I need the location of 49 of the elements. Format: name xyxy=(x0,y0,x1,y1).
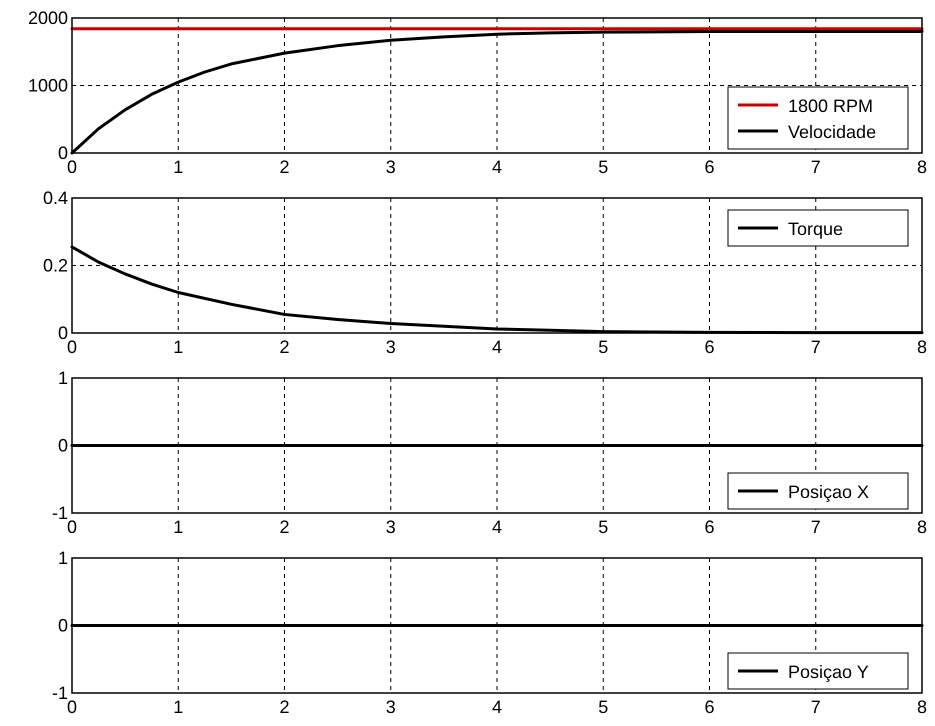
x-tick-label: 7 xyxy=(810,337,821,357)
x-tick-label: 5 xyxy=(598,157,608,177)
x-tick-label: 1 xyxy=(173,337,184,357)
x-tick-label: 6 xyxy=(704,517,715,537)
x-tick-label: 3 xyxy=(386,337,396,357)
x-tick-label: 4 xyxy=(492,337,502,357)
x-tick-label: 6 xyxy=(704,337,715,357)
y-tick-label: 0 xyxy=(58,323,68,343)
x-tick-label: 2 xyxy=(279,517,290,537)
y-tick-label: 0.4 xyxy=(42,188,68,208)
x-tick-label: 4 xyxy=(492,697,502,717)
x-tick-label: 1 xyxy=(173,697,184,717)
y-tick-label: 0 xyxy=(58,436,68,456)
y-tick-label: -1 xyxy=(52,683,68,703)
y-tick-label: 0 xyxy=(58,616,68,636)
x-tick-label: 4 xyxy=(492,157,502,177)
x-tick-label: 5 xyxy=(598,517,608,537)
x-tick-label: 5 xyxy=(598,337,608,357)
legend-label: Torque xyxy=(788,219,844,239)
x-tick-label: 8 xyxy=(916,517,928,537)
y-tick-label: 0.2 xyxy=(42,256,68,276)
x-tick-label: 3 xyxy=(386,517,396,537)
y-tick-label: 1000 xyxy=(28,76,68,96)
legend-label: Posiçao Y xyxy=(788,662,869,682)
x-tick-label: 8 xyxy=(916,697,928,717)
y-tick-label: -1 xyxy=(52,503,68,523)
x-tick-label: 8 xyxy=(916,337,928,357)
x-tick-label: 5 xyxy=(598,697,608,717)
x-tick-label: 6 xyxy=(704,157,715,177)
legend-label: Posiçao X xyxy=(788,482,870,502)
x-tick-label: 3 xyxy=(386,697,396,717)
x-tick-label: 7 xyxy=(810,517,821,537)
y-tick-label: 2000 xyxy=(28,8,68,28)
x-tick-label: 2 xyxy=(279,697,290,717)
x-tick-label: 1 xyxy=(173,157,184,177)
y-tick-label: 0 xyxy=(58,143,68,163)
x-tick-label: 1 xyxy=(173,517,184,537)
y-tick-label: 1 xyxy=(58,548,68,568)
x-tick-label: 3 xyxy=(386,157,396,177)
y-tick-label: 1 xyxy=(58,368,68,388)
x-tick-label: 2 xyxy=(279,157,290,177)
legend-label: Velocidade xyxy=(788,122,876,142)
x-tick-label: 8 xyxy=(916,157,928,177)
legend-label: 1800 RPM xyxy=(788,96,874,116)
x-tick-label: 7 xyxy=(810,157,821,177)
x-tick-label: 2 xyxy=(279,337,290,357)
x-tick-label: 7 xyxy=(810,697,821,717)
x-tick-label: 4 xyxy=(492,517,502,537)
x-tick-label: 6 xyxy=(704,697,715,717)
